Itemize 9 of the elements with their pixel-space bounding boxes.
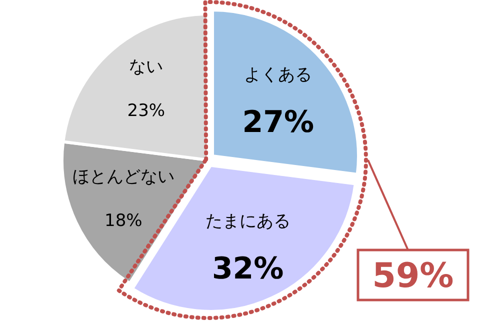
slice-label: ない [129, 56, 164, 77]
data-label: 18% [104, 210, 142, 231]
slice-label: よくある [244, 65, 312, 86]
data-label: 32% [212, 252, 284, 287]
text: 59% [372, 256, 454, 296]
slice-label: たまにある [205, 212, 290, 232]
slice-label: ほとんどない [72, 166, 174, 187]
data-label: 27% [242, 105, 314, 140]
data-label: 23% [127, 100, 166, 121]
